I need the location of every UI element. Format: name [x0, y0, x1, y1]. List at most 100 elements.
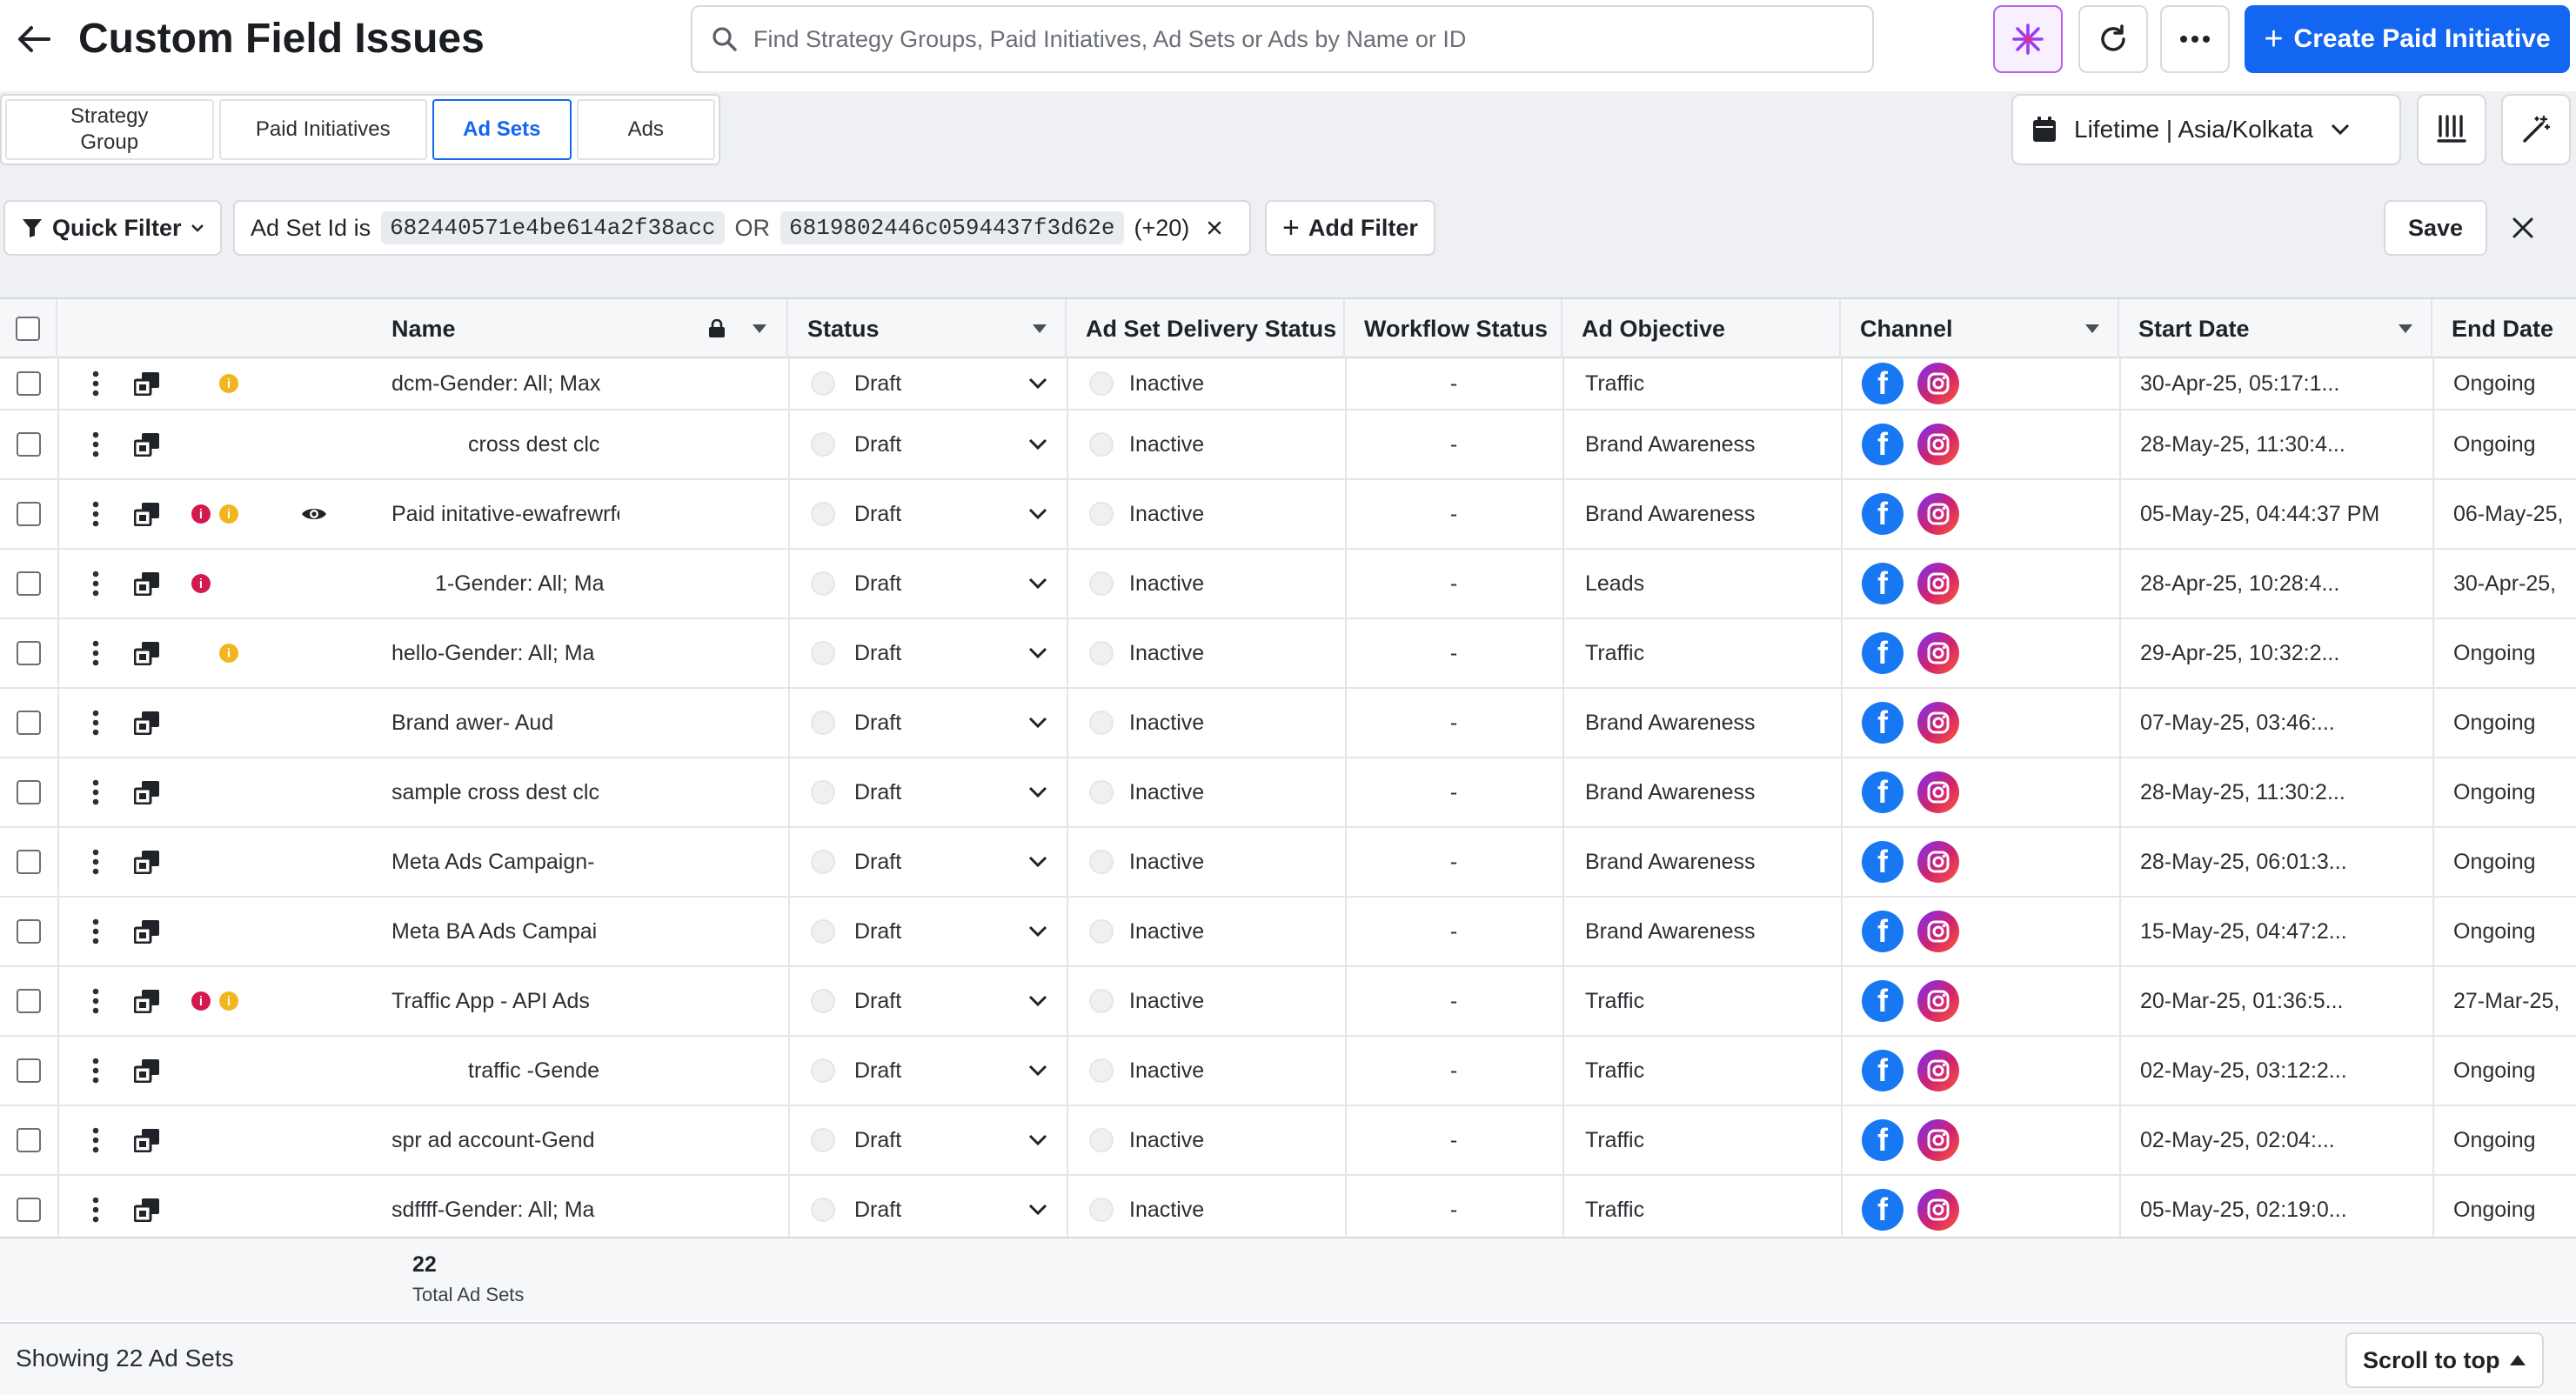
- table-row[interactable]: Brand awer- Aud Draft Inactive - Brand Aware…: [0, 689, 2576, 758]
- col-header-end-date[interactable]: End Date: [2452, 315, 2554, 342]
- warning-indicator-icon[interactable]: i: [219, 644, 238, 663]
- row-checkbox[interactable]: [17, 1058, 41, 1083]
- search-box[interactable]: [691, 5, 1874, 73]
- column-settings-button[interactable]: [2417, 94, 2486, 165]
- create-paid-initiative-button[interactable]: + Create Paid Initiative: [2245, 5, 2570, 73]
- row-checkbox[interactable]: [17, 780, 41, 804]
- sort-caret-icon[interactable]: [752, 324, 767, 334]
- magic-wand-button[interactable]: [2501, 94, 2571, 165]
- col-header-workflow-status[interactable]: Workflow Status: [1345, 299, 1562, 358]
- ad-set-name[interactable]: hello-Gender: All; Ma: [391, 640, 595, 665]
- preview-button[interactable]: [301, 480, 329, 548]
- quick-filter-button[interactable]: Quick Filter: [3, 200, 222, 256]
- sort-caret-icon[interactable]: [1032, 324, 1047, 334]
- add-filter-button[interactable]: + Add Filter: [1265, 200, 1435, 256]
- row-actions-button[interactable]: [84, 967, 108, 1035]
- error-indicator-icon[interactable]: i: [191, 574, 211, 593]
- table-row[interactable]: Meta BA Ads Campai Draft Inactive - Brand Aw…: [0, 898, 2576, 967]
- ad-set-name[interactable]: sample cross dest clc: [391, 779, 599, 804]
- col-header-status[interactable]: Status: [788, 299, 1067, 358]
- row-checkbox[interactable]: [17, 711, 41, 735]
- col-header-channel[interactable]: Channel: [1841, 299, 2119, 358]
- row-checkbox[interactable]: [17, 371, 41, 396]
- row-checkbox[interactable]: [17, 571, 41, 596]
- ad-set-name[interactable]: 1-Gender: All; Ma: [435, 571, 605, 596]
- row-actions-button[interactable]: [84, 1176, 108, 1244]
- col-header-delivery-status[interactable]: Ad Set Delivery Status: [1067, 299, 1345, 358]
- ad-set-name[interactable]: spr ad account-Gend: [391, 1127, 595, 1152]
- warning-indicator-icon[interactable]: i: [219, 374, 238, 393]
- table-row[interactable]: i 1-Gender: All; Ma Draft Inactive - Leads f 28…: [0, 550, 2576, 619]
- row-actions-button[interactable]: [84, 689, 108, 757]
- active-filter[interactable]: Ad Set Id is 682440571e4be614a2f38acc OR…: [233, 200, 1251, 256]
- table-row[interactable]: traffic -Gende Draft Inactive - Traffic f 02-M…: [0, 1037, 2576, 1106]
- table-row[interactable]: Meta Ads Campaign- Draft Inactive - Brand Aw…: [0, 828, 2576, 898]
- row-actions-button[interactable]: [84, 480, 108, 548]
- tab-ads[interactable]: Ads: [576, 99, 715, 160]
- error-indicator-icon[interactable]: i: [191, 991, 211, 1011]
- ad-set-name[interactable]: traffic -Gende: [468, 1058, 600, 1083]
- row-actions-button[interactable]: [84, 1037, 108, 1105]
- row-checkbox[interactable]: [17, 502, 41, 526]
- scroll-to-top-button[interactable]: Scroll to top: [2345, 1332, 2544, 1388]
- row-checkbox[interactable]: [17, 641, 41, 665]
- row-actions-button[interactable]: [84, 828, 108, 896]
- table-row[interactable]: i dcm-Gender: All; Max Draft Inactive - Traff…: [0, 358, 2576, 410]
- ad-set-name[interactable]: Traffic App - API Ads: [391, 988, 590, 1013]
- warning-indicator-icon[interactable]: i: [219, 991, 238, 1011]
- row-actions-button[interactable]: [84, 1106, 108, 1174]
- status-dropdown[interactable]: Draft: [811, 689, 1054, 757]
- ad-set-name[interactable]: Meta Ads Campaign-: [391, 849, 595, 874]
- row-checkbox[interactable]: [17, 1128, 41, 1152]
- ad-set-name[interactable]: Meta BA Ads Campai: [391, 918, 598, 944]
- error-indicator-icon[interactable]: i: [191, 504, 211, 524]
- col-header-start-date[interactable]: Start Date: [2119, 299, 2432, 358]
- row-checkbox[interactable]: [17, 850, 41, 874]
- status-dropdown[interactable]: Draft: [811, 358, 1054, 409]
- table-row[interactable]: cross dest clc Draft Inactive - Brand Awaren…: [0, 410, 2576, 480]
- save-filter-button[interactable]: Save: [2384, 200, 2488, 256]
- row-checkbox[interactable]: [17, 432, 41, 457]
- date-range-picker[interactable]: Lifetime | Asia/Kolkata: [2011, 94, 2401, 165]
- table-row[interactable]: i hello-Gender: All; Ma Draft Inactive - Traf…: [0, 619, 2576, 689]
- close-icon[interactable]: [1207, 220, 1222, 236]
- status-dropdown[interactable]: Draft: [811, 967, 1054, 1035]
- back-button[interactable]: [12, 17, 56, 61]
- table-row[interactable]: sdffff-Gender: All; Ma Draft Inactive - Traf…: [0, 1176, 2576, 1245]
- warning-indicator-icon[interactable]: i: [219, 504, 238, 524]
- status-dropdown[interactable]: Draft: [811, 828, 1054, 896]
- status-dropdown[interactable]: Draft: [811, 1106, 1054, 1174]
- table-row[interactable]: i i Paid initative-ewafrewrfew Draft Inactiv…: [0, 480, 2576, 550]
- status-dropdown[interactable]: Draft: [811, 1176, 1054, 1244]
- status-dropdown[interactable]: Draft: [811, 550, 1054, 617]
- table-row[interactable]: spr ad account-Gend Draft Inactive - Traffic…: [0, 1106, 2576, 1176]
- row-checkbox[interactable]: [17, 919, 41, 944]
- status-dropdown[interactable]: Draft: [811, 1037, 1054, 1105]
- more-options-button[interactable]: [2160, 5, 2230, 73]
- ad-set-name[interactable]: sdffff-Gender: All; Ma: [391, 1197, 595, 1222]
- ad-set-name[interactable]: cross dest clc: [468, 431, 600, 457]
- select-all-checkbox[interactable]: [16, 317, 40, 341]
- tab-ad-sets[interactable]: Ad Sets: [432, 99, 572, 160]
- col-header-ad-objective[interactable]: Ad Objective: [1562, 299, 1841, 358]
- status-dropdown[interactable]: Draft: [811, 619, 1054, 687]
- ai-assist-button[interactable]: [1993, 5, 2063, 73]
- status-dropdown[interactable]: Draft: [811, 410, 1054, 478]
- row-actions-button[interactable]: [84, 410, 108, 478]
- row-actions-button[interactable]: [84, 358, 108, 409]
- sort-caret-icon[interactable]: [2084, 324, 2100, 334]
- status-dropdown[interactable]: Draft: [811, 758, 1054, 826]
- row-actions-button[interactable]: [84, 758, 108, 826]
- row-actions-button[interactable]: [84, 619, 108, 687]
- table-row[interactable]: sample cross dest clc Draft Inactive - Brand…: [0, 758, 2576, 828]
- status-dropdown[interactable]: Draft: [811, 480, 1054, 548]
- row-actions-button[interactable]: [84, 898, 108, 965]
- row-checkbox[interactable]: [17, 1198, 41, 1222]
- clear-filters-button[interactable]: [2506, 210, 2540, 245]
- status-dropdown[interactable]: Draft: [811, 898, 1054, 965]
- table-row[interactable]: i i Traffic App - API Ads Draft Inactive - Tra…: [0, 967, 2576, 1037]
- tab-paid-initiatives[interactable]: Paid Initiatives: [218, 99, 427, 160]
- row-actions-button[interactable]: [84, 550, 108, 617]
- tab-strategy-group[interactable]: Strategy Group: [5, 99, 214, 160]
- search-input[interactable]: [753, 25, 1841, 53]
